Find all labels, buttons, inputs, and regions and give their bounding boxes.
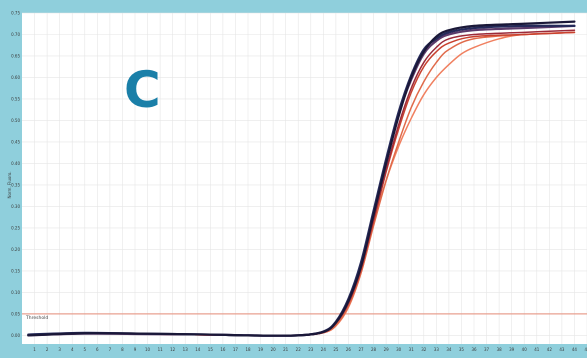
x-tick-label: 17: [233, 347, 239, 352]
x-tick-label: 24: [321, 347, 327, 352]
y-tick-label: 0.25: [11, 225, 20, 230]
threshold-layer: Threshold: [22, 313, 587, 321]
y-tick-label: 0.00: [11, 333, 20, 338]
x-tick-label: 35: [459, 347, 465, 352]
x-tick-label: 32: [421, 347, 427, 352]
x-tick-label: 44: [572, 347, 578, 352]
x-tick-label: 11: [158, 347, 164, 352]
x-tick-label: 6: [96, 347, 99, 352]
x-tick-label: 45: [584, 347, 587, 352]
x-tick-label: 20: [271, 347, 277, 352]
x-tick-label: 42: [547, 347, 553, 352]
y-tick-label: 0.10: [11, 290, 20, 295]
y-tick-label: 0.20: [11, 247, 20, 252]
x-tick-label: 13: [183, 347, 189, 352]
x-tick-label: 33: [434, 347, 440, 352]
x-tick-label: 26: [346, 347, 352, 352]
x-tick-label: 30: [396, 347, 402, 352]
x-tick-label: 21: [283, 347, 289, 352]
x-tick-labels: 1 2 3 4 5 6 7 8 9 10 11 12 13 14 15 16 17 18 19 20 21 22 23 24 2…: [33, 347, 587, 352]
x-tick-label: 39: [509, 347, 515, 352]
y-tick-label: 0.75: [11, 11, 20, 16]
y-tick-label: 0.40: [11, 161, 20, 166]
x-tick-label: 27: [358, 347, 364, 352]
panel-letter: C: [124, 61, 161, 119]
x-tick-label: 25: [333, 347, 339, 352]
x-tick-label: 37: [484, 347, 490, 352]
x-tick-label: 29: [384, 347, 390, 352]
x-tick-label: 8: [121, 347, 124, 352]
x-tick-label: 3: [58, 347, 61, 352]
x-tick-label: 15: [208, 347, 214, 352]
x-tick-label: 31: [409, 347, 415, 352]
x-tick-label: 19: [258, 347, 264, 352]
x-tick-label: 1: [33, 347, 36, 352]
x-tick-label: 40: [522, 347, 528, 352]
x-tick-label: 12: [170, 347, 176, 352]
y-tick-label: 0.35: [11, 182, 20, 187]
series-layer: [27, 20, 576, 337]
y-tick-label: 0.05: [11, 311, 20, 316]
y-tick-label: 0.65: [11, 53, 20, 58]
grid-layer: [22, 12, 587, 344]
x-tick-label: 9: [134, 347, 137, 352]
x-tick-label: 16: [220, 347, 226, 352]
x-tick-label: 43: [559, 347, 565, 352]
x-tick-label: 4: [71, 347, 74, 352]
threshold-label: Threshold: [25, 315, 48, 321]
y-tick-label: 0.45: [11, 139, 20, 144]
x-tick-label: 5: [84, 347, 87, 352]
x-tick-label: 34: [446, 347, 452, 352]
y-tick-label: 0.55: [11, 96, 20, 101]
x-tick-label: 18: [245, 347, 251, 352]
x-tick-label: 22: [296, 347, 302, 352]
x-tick-label: 7: [109, 347, 112, 352]
x-tick-label: 41: [534, 347, 540, 352]
y-tick-label: 0.15: [11, 268, 20, 273]
y-tick-label: 0.30: [11, 204, 20, 209]
y-tick-label: 0.50: [11, 118, 20, 123]
x-tick-label: 38: [497, 347, 503, 352]
y-tick-label: 0.60: [11, 75, 20, 80]
x-tick-label: 10: [145, 347, 151, 352]
plot-background: [22, 13, 587, 344]
x-tick-label: 23: [308, 347, 314, 352]
x-tick-label: 28: [371, 347, 377, 352]
x-tick-label: 2: [46, 347, 49, 352]
x-tick-label: 14: [195, 347, 201, 352]
y-axis-label: Norm. Fluoro.: [7, 171, 12, 198]
amplification-curve: [27, 20, 576, 337]
x-tick-label: 36: [471, 347, 477, 352]
y-tick-labels: 0.75 0.70 0.65 0.60 0.55 0.50 0.45 0.40 0.35 0.30…: [11, 11, 20, 338]
y-tick-label: 0.70: [11, 32, 20, 37]
